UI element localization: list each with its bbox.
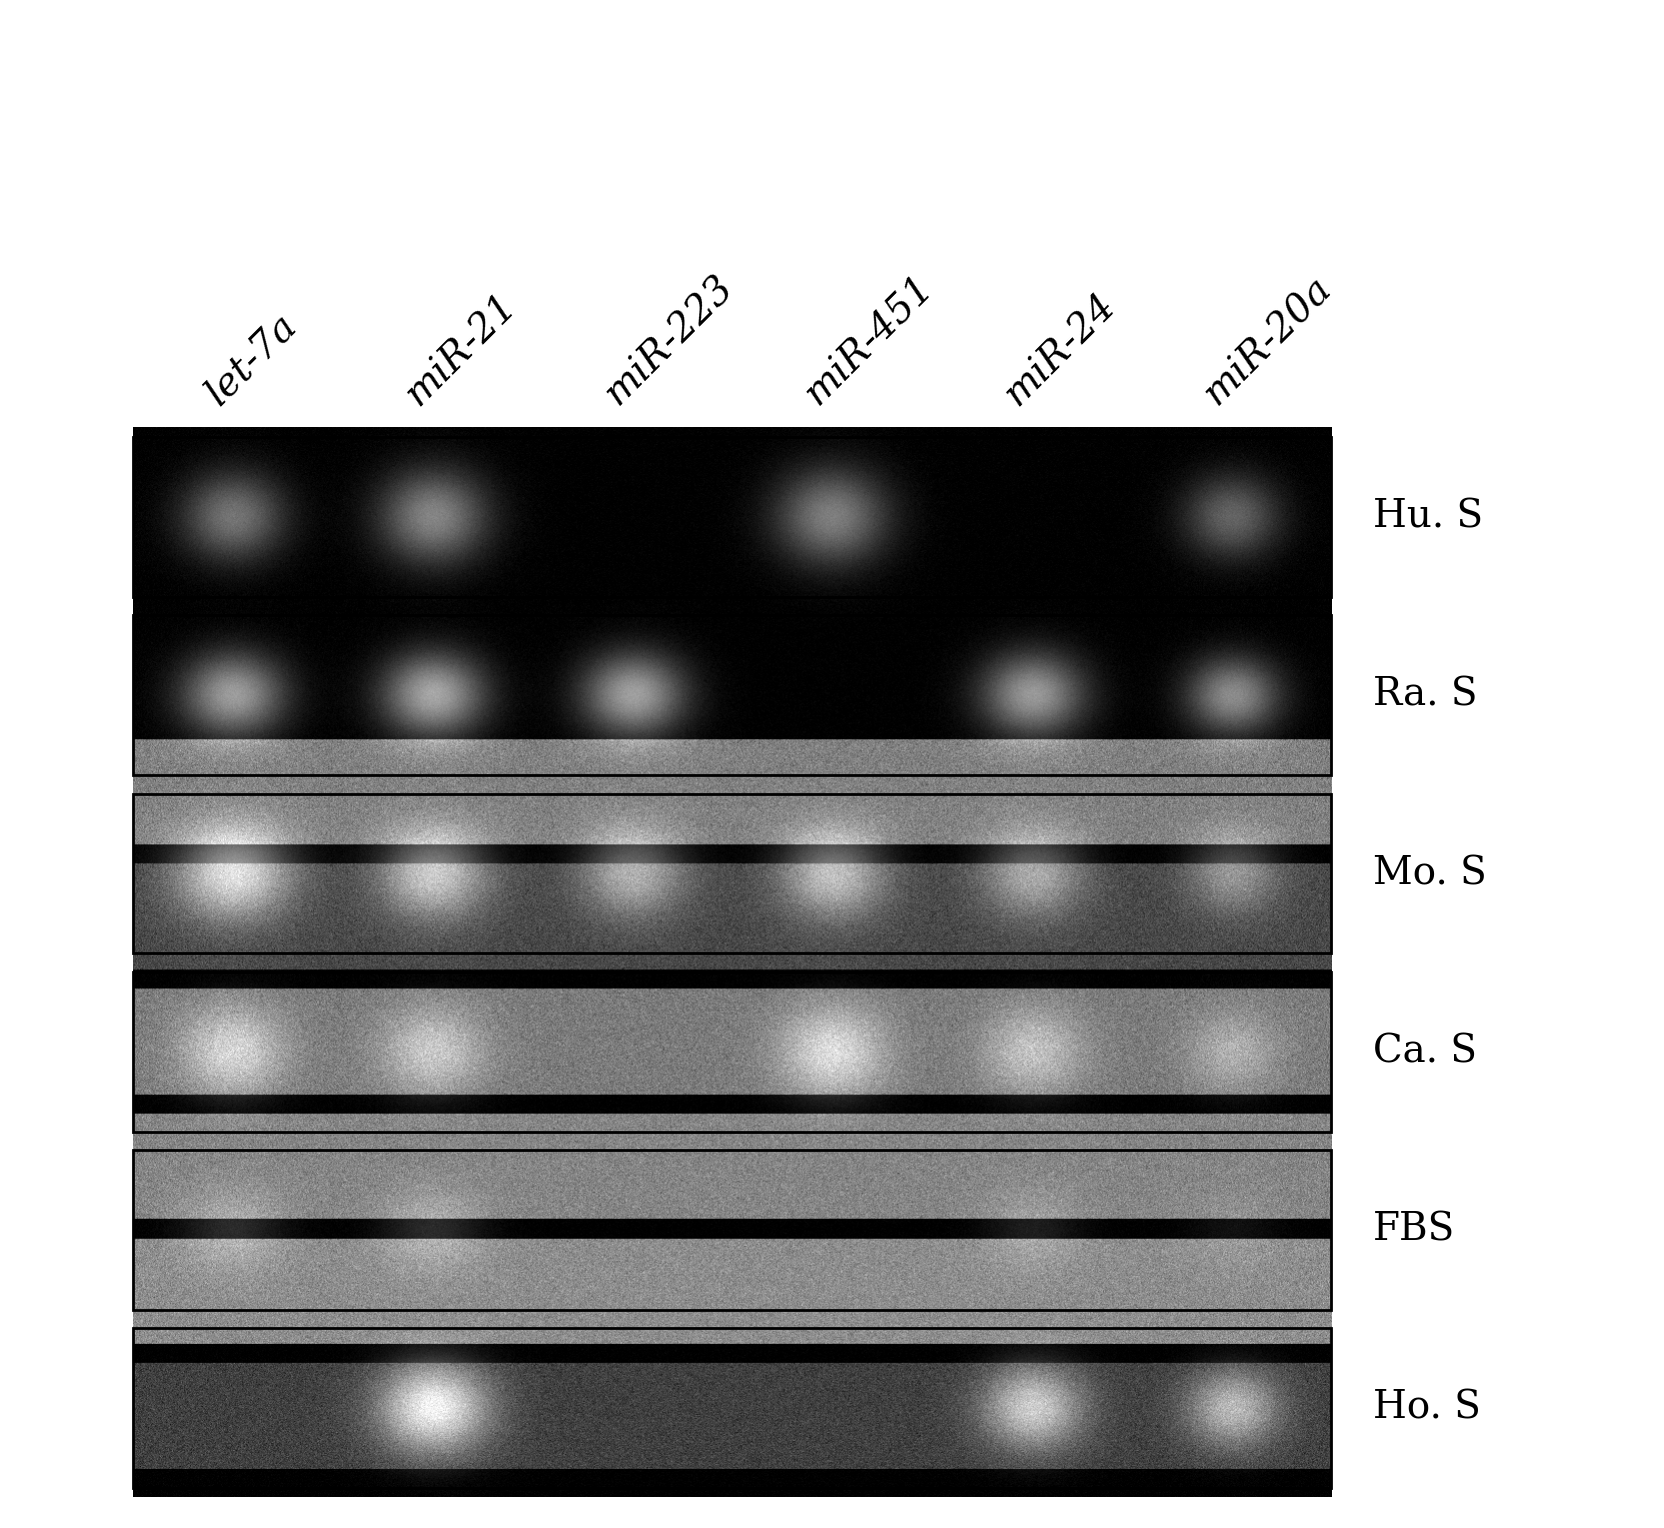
Bar <box>133 1328 1331 1488</box>
Text: Hu. S: Hu. S <box>1373 498 1483 535</box>
Text: miR-223: miR-223 <box>597 269 740 413</box>
Text: miR-20a: miR-20a <box>1196 270 1340 413</box>
Text: miR-451: miR-451 <box>797 269 940 413</box>
Text: let-7a: let-7a <box>198 307 305 413</box>
Bar <box>133 437 1331 597</box>
Bar <box>133 972 1331 1132</box>
Text: Ra. S: Ra. S <box>1373 677 1478 714</box>
Bar <box>133 793 1331 953</box>
Bar <box>133 1151 1331 1309</box>
Text: Mo. S: Mo. S <box>1373 856 1486 892</box>
Text: miR-24: miR-24 <box>997 287 1123 413</box>
Text: Ho. S: Ho. S <box>1373 1390 1481 1427</box>
Text: miR-21: miR-21 <box>398 287 524 413</box>
Bar <box>133 616 1331 775</box>
Text: FBS: FBS <box>1373 1212 1454 1248</box>
Text: Ca. S: Ca. S <box>1373 1033 1478 1070</box>
